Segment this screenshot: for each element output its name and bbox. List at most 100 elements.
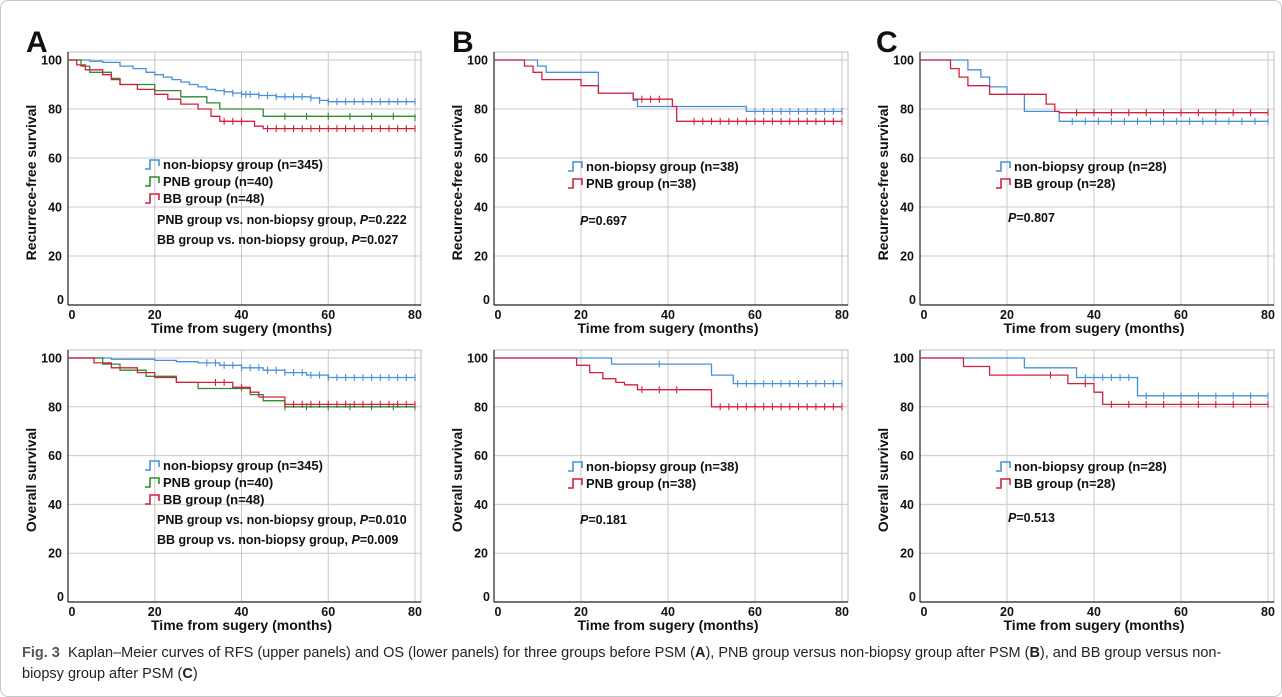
x-axis-label: Time from sugery (months) — [578, 617, 759, 633]
legend-entry: BB group (n=28) — [1014, 476, 1115, 491]
x-tick-label: 40 — [1087, 605, 1101, 619]
legend-swatch — [145, 494, 160, 505]
legend-swatch — [996, 478, 1011, 489]
x-tick-label: 80 — [1261, 308, 1275, 322]
legend-entry: PNB group (n=40) — [163, 475, 273, 490]
legend-swatch — [145, 460, 160, 471]
x-tick-label: 80 — [408, 308, 422, 322]
legend-swatch — [996, 461, 1011, 472]
y-tick-label: 60 — [48, 152, 62, 166]
legend-swatch — [568, 178, 583, 189]
y-tick-label: 20 — [900, 250, 914, 264]
x-tick-label: 20 — [574, 605, 588, 619]
legend-swatch — [996, 161, 1011, 172]
panel-letter: B — [452, 26, 474, 59]
legend-entry: BB group (n=48) — [163, 492, 264, 507]
y-tick-label: 60 — [474, 449, 488, 463]
legend-swatch — [568, 461, 583, 472]
y-tick-label: 60 — [48, 449, 62, 463]
survival-curve-series-1 — [494, 357, 842, 385]
x-axis-label: Time from sugery (months) — [1004, 617, 1185, 633]
survival-curve-series-3 — [68, 357, 415, 406]
x-tick-label: 0 — [495, 308, 502, 322]
km-panel-b-os: 20 40 60 80 100 00 20 40 60 80 Time from sugery (m… — [449, 349, 849, 633]
y-tick-label: 20 — [474, 250, 488, 264]
y-tick-label: 20 — [474, 547, 488, 561]
km-panel-a-os: 20 40 60 80 100 00 20 40 60 80 Time from sugery (m… — [23, 349, 422, 633]
y-tick-label: 100 — [893, 54, 914, 68]
y-tick-label: 80 — [900, 103, 914, 117]
x-tick-label: 80 — [1261, 605, 1275, 619]
legend-swatch — [145, 159, 160, 170]
y-tick-label: 20 — [48, 250, 62, 264]
x-tick-label: 40 — [661, 308, 675, 322]
x-tick-label: 60 — [748, 308, 762, 322]
p-value-annotation: P=0.697 — [580, 214, 627, 228]
y-tick-label: 0 — [909, 590, 916, 604]
y-tick-label: 100 — [467, 352, 488, 366]
caption-ref-b: B — [1029, 645, 1040, 661]
y-tick-label: 60 — [900, 152, 914, 166]
x-tick-label: 60 — [321, 605, 335, 619]
x-axis-label: Time from sugery (months) — [578, 320, 759, 336]
x-tick-label: 80 — [835, 605, 849, 619]
p-value-annotation: PNB group vs. non-biopsy group, P=0.222 — [157, 213, 407, 227]
p-value-annotation: P=0.181 — [580, 513, 627, 527]
caption-text-1: Kaplan–Meier curves of RFS (upper panels… — [67, 645, 695, 661]
y-tick-label: 0 — [909, 293, 916, 307]
p-value-annotation: PNB group vs. non-biopsy group, P=0.010 — [157, 513, 407, 527]
y-axis-label: Overall survival — [23, 428, 39, 532]
y-axis-label: Recurrece-free survival — [449, 105, 465, 261]
x-tick-label: 0 — [921, 308, 928, 322]
legend-entry: PNB group (n=40) — [163, 174, 273, 189]
y-tick-label: 100 — [893, 352, 914, 366]
x-tick-label: 20 — [148, 605, 162, 619]
y-tick-label: 60 — [900, 449, 914, 463]
x-tick-label: 80 — [835, 308, 849, 322]
p-value-annotation: BB group vs. non-biopsy group, P=0.027 — [157, 233, 398, 247]
y-tick-label: 0 — [57, 293, 64, 307]
km-panel-c-rfs: 20 40 60 80 100 00 20 40 60 80 Time from sugery (m… — [875, 26, 1275, 336]
legend-swatch — [145, 176, 160, 187]
y-tick-label: 80 — [474, 400, 488, 414]
caption-ref-a: A — [694, 645, 706, 661]
x-tick-label: 80 — [408, 605, 422, 619]
plot-area — [493, 349, 849, 603]
caption-ref-c: C — [182, 666, 193, 682]
x-tick-label: 20 — [1000, 605, 1014, 619]
panel-letter: A — [26, 26, 48, 59]
y-tick-label: 80 — [474, 103, 488, 117]
x-tick-label: 20 — [148, 308, 162, 322]
p-value-annotation: P=0.513 — [1008, 511, 1055, 525]
x-tick-label: 40 — [1087, 308, 1101, 322]
plot-area — [493, 51, 849, 306]
y-tick-label: 100 — [467, 54, 488, 68]
caption-text-2: ), PNB group versus non-biopsy group aft… — [705, 645, 1030, 661]
x-tick-label: 40 — [235, 605, 249, 619]
survival-curve-series-2 — [494, 357, 842, 408]
legend-entry: PNB group (n=38) — [586, 176, 696, 191]
x-axis-label: Time from sugery (months) — [1004, 320, 1185, 336]
y-tick-label: 0 — [57, 590, 64, 604]
x-tick-label: 20 — [1000, 308, 1014, 322]
y-tick-label: 40 — [474, 498, 488, 512]
y-axis-label: Recurrece-free survival — [23, 105, 39, 261]
x-tick-label: 60 — [1174, 605, 1188, 619]
survival-curve-series-1 — [920, 59, 1268, 122]
legend-swatch — [996, 178, 1011, 189]
legend-entry: non-biopsy group (n=38) — [586, 159, 739, 174]
x-tick-label: 60 — [321, 308, 335, 322]
legend-entry: BB group (n=48) — [163, 191, 264, 206]
panel-letter: C — [876, 26, 898, 59]
y-tick-label: 40 — [48, 498, 62, 512]
y-tick-label: 40 — [900, 498, 914, 512]
caption-text-3: ), and BB group versus non-biopsy group … — [22, 645, 1222, 682]
legend-entry: non-biopsy group (n=345) — [163, 458, 323, 473]
km-panel-a-rfs: 20 40 60 80 100 00 20 40 60 80 Time from sugery (m… — [23, 26, 422, 336]
survival-curve-series-2 — [494, 59, 842, 122]
x-tick-label: 0 — [921, 605, 928, 619]
x-tick-label: 0 — [69, 605, 76, 619]
legend-swatch — [568, 161, 583, 172]
y-axis-label: Recurrece-free survival — [875, 105, 891, 261]
y-tick-label: 80 — [48, 400, 62, 414]
